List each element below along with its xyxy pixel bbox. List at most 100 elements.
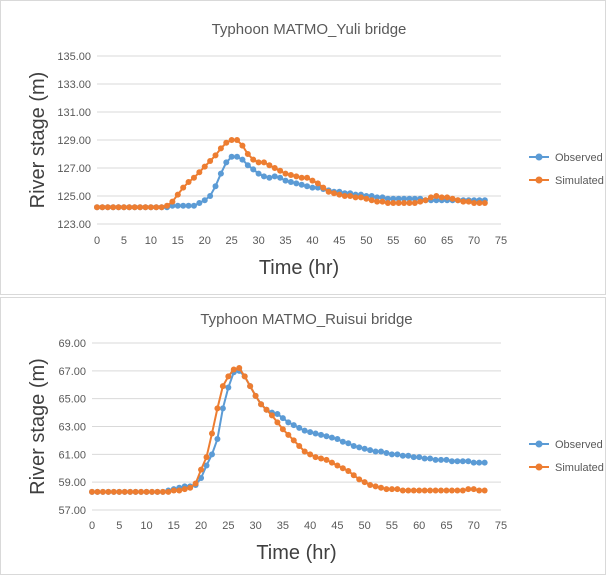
chart-svg-ruisui: 57.00 59.00 61.00 63.00 65.00 67.00 69.00 0 5 10 1…	[1, 298, 606, 576]
x-tick-label: 50	[360, 235, 372, 247]
data-point-simulated	[340, 465, 346, 471]
x-tick-label: 40	[304, 520, 316, 532]
data-point-simulated	[423, 197, 429, 203]
data-point-observed	[218, 171, 224, 177]
data-point-simulated	[142, 204, 148, 210]
y-tick-label: 69.00	[58, 338, 86, 350]
data-point-simulated	[367, 482, 373, 488]
data-point-simulated	[187, 485, 193, 491]
data-point-simulated	[299, 175, 305, 181]
data-point-observed	[302, 428, 308, 434]
data-point-observed	[214, 436, 220, 442]
data-point-simulated	[153, 204, 159, 210]
data-point-simulated	[144, 489, 150, 495]
data-point-observed	[186, 203, 192, 209]
data-point-simulated	[411, 488, 417, 494]
data-point-observed	[351, 443, 357, 449]
x-tick-label: 15	[168, 520, 180, 532]
data-point-observed	[460, 458, 466, 464]
data-point-observed	[378, 449, 384, 455]
data-point-observed	[266, 175, 272, 181]
data-point-simulated	[193, 481, 199, 487]
data-point-observed	[261, 173, 267, 179]
data-point-simulated	[389, 486, 395, 492]
data-point-simulated	[234, 137, 240, 143]
y-tick-label: 127.00	[57, 163, 91, 175]
data-point-simulated	[476, 200, 482, 206]
data-point-observed	[389, 451, 395, 457]
data-point-simulated	[443, 488, 449, 494]
x-tick-label: 45	[333, 235, 345, 247]
x-tick-label: 60	[414, 235, 426, 247]
x-tick-label: 5	[121, 235, 127, 247]
x-tick-label: 25	[226, 235, 238, 247]
data-point-simulated	[313, 454, 319, 460]
data-point-observed	[223, 159, 229, 165]
data-point-simulated	[121, 204, 127, 210]
data-point-observed	[277, 175, 283, 181]
data-point-simulated	[213, 152, 219, 158]
data-point-simulated	[176, 488, 182, 494]
data-point-observed	[213, 183, 219, 189]
data-point-simulated	[363, 196, 369, 202]
data-point-simulated	[132, 204, 138, 210]
data-point-simulated	[369, 197, 375, 203]
data-point-simulated	[422, 488, 428, 494]
data-point-simulated	[390, 200, 396, 206]
data-point-simulated	[396, 200, 402, 206]
data-point-simulated	[356, 476, 362, 482]
data-point-simulated	[99, 204, 105, 210]
x-tick-label: 10	[145, 235, 157, 247]
data-point-simulated	[334, 462, 340, 468]
x-tick-label: 55	[387, 235, 399, 247]
data-point-simulated	[318, 456, 324, 462]
data-point-simulated	[331, 190, 337, 196]
data-point-simulated	[342, 193, 348, 199]
data-point-simulated	[405, 488, 411, 494]
data-point-simulated	[347, 193, 353, 199]
legend-marker-observed	[536, 441, 543, 448]
data-point-simulated	[116, 204, 122, 210]
data-point-simulated	[105, 204, 111, 210]
data-point-observed	[250, 166, 256, 172]
data-point-simulated	[186, 179, 192, 185]
data-point-observed	[422, 456, 428, 462]
x-tick-label: 75	[495, 235, 507, 247]
data-point-simulated	[225, 373, 231, 379]
data-point-simulated	[373, 483, 379, 489]
data-point-simulated	[449, 488, 455, 494]
data-point-simulated	[433, 488, 439, 494]
data-point-simulated	[482, 200, 488, 206]
chart-svg-yuli: 123.00 125.00 127.00 129.00 131.00 133.00 135.…	[1, 1, 606, 296]
data-point-simulated	[416, 488, 422, 494]
data-point-simulated	[149, 489, 155, 495]
data-point-simulated	[379, 199, 385, 205]
data-point-simulated	[285, 432, 291, 438]
data-point-simulated	[471, 200, 477, 206]
data-point-observed	[367, 447, 373, 453]
series-observed	[94, 154, 488, 210]
data-point-simulated	[105, 489, 111, 495]
data-point-observed	[175, 203, 181, 209]
data-point-simulated	[351, 472, 357, 478]
data-point-observed	[416, 454, 422, 460]
data-point-simulated	[291, 437, 297, 443]
data-point-simulated	[385, 200, 391, 206]
data-point-simulated	[280, 426, 286, 432]
data-point-simulated	[288, 172, 294, 178]
data-point-observed	[356, 444, 362, 450]
data-point-simulated	[302, 449, 308, 455]
data-point-simulated	[274, 419, 280, 425]
data-point-observed	[411, 454, 417, 460]
data-point-simulated	[160, 489, 166, 495]
data-point-observed	[400, 453, 406, 459]
data-point-observed	[291, 422, 297, 428]
data-point-simulated	[191, 175, 197, 181]
data-point-simulated	[460, 488, 466, 494]
data-point-simulated	[394, 486, 400, 492]
data-point-observed	[405, 453, 411, 459]
data-point-observed	[334, 436, 340, 442]
x-tick-label: 20	[195, 520, 207, 532]
legend-label-observed: Observed	[555, 152, 603, 164]
data-point-observed	[471, 460, 477, 466]
